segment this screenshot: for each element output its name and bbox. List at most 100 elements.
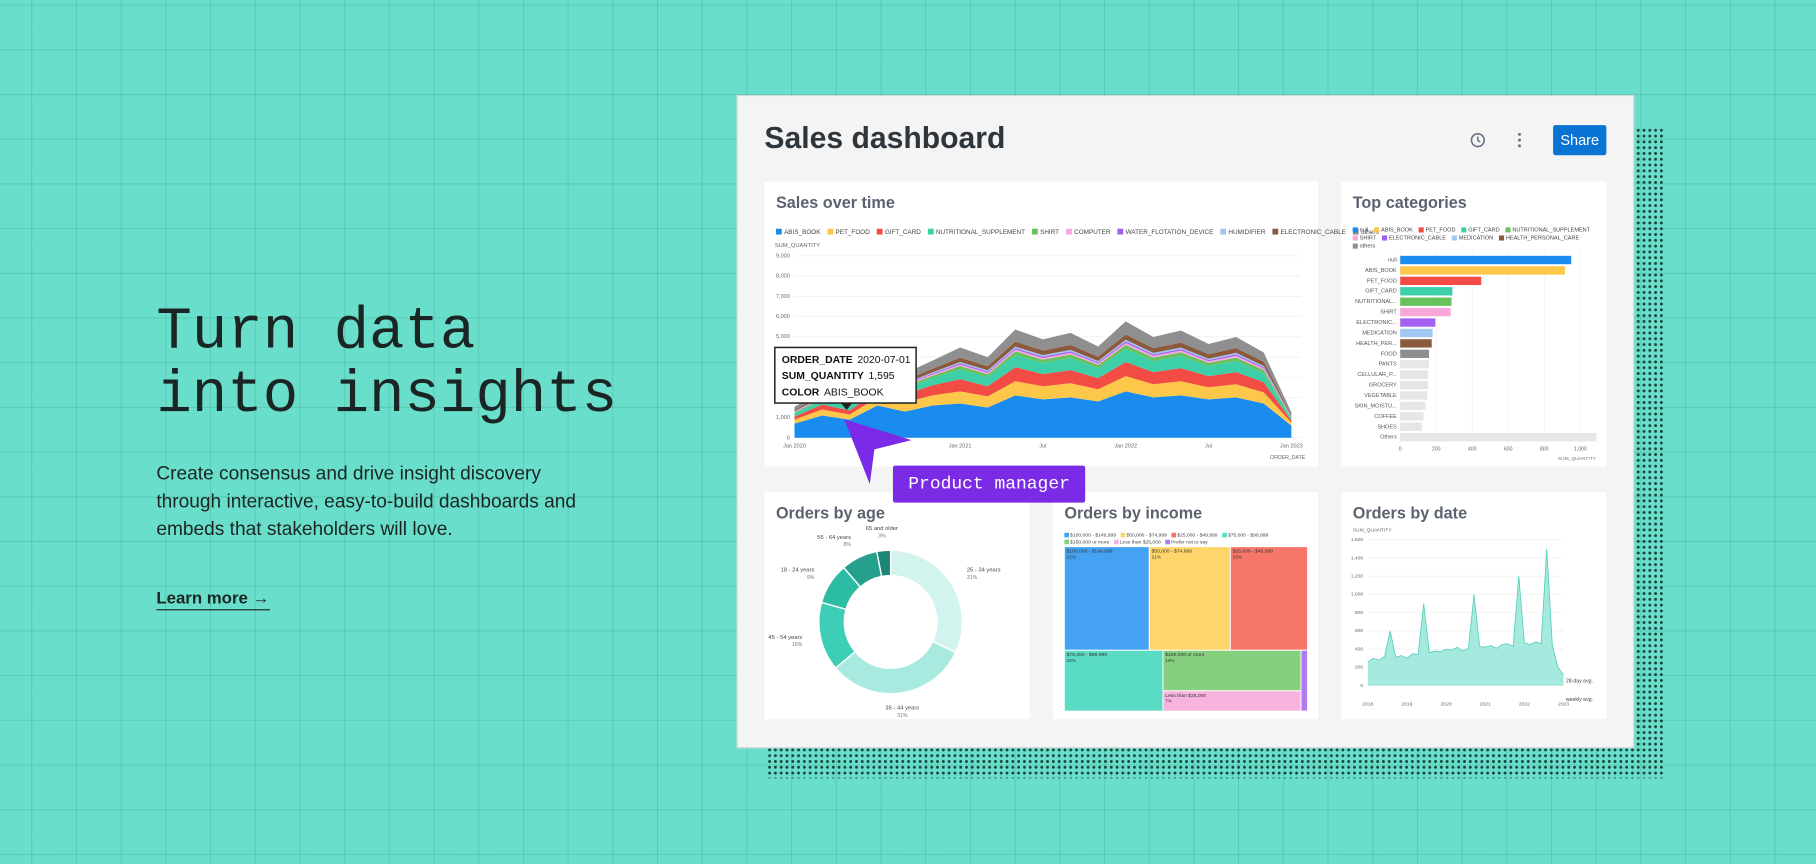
history-icon[interactable] xyxy=(1469,131,1488,150)
bar xyxy=(1400,318,1436,327)
bar xyxy=(1400,349,1430,358)
bar xyxy=(1400,307,1451,317)
category-label: MEDICATION xyxy=(1362,330,1396,336)
area-layer xyxy=(794,362,1292,423)
body-text: Create consensus and drive insight disco… xyxy=(156,460,666,543)
category-label: Others xyxy=(1380,435,1397,441)
legend-swatch xyxy=(876,228,883,235)
legend-label: $150,000 or more xyxy=(1070,539,1109,545)
category-label: ELECTRONIC... xyxy=(1356,320,1397,326)
slice-label: 45 - 54 years xyxy=(769,635,803,641)
legend-label: others xyxy=(1361,229,1379,236)
bar xyxy=(1400,360,1430,369)
category-label: GROCERY xyxy=(1369,383,1397,389)
legend-label: ELECTRONIC_CABLE xyxy=(1281,229,1346,236)
y-axis-label: SUM_QUANTITY xyxy=(1353,528,1393,534)
treemap-cell xyxy=(1063,546,1150,651)
x-tick-label: Jul xyxy=(1039,443,1046,449)
legend-label: SHIRT xyxy=(1040,229,1059,236)
area-layer xyxy=(794,348,1292,421)
cell-label: Less than $25,000 xyxy=(1165,693,1206,699)
legend-label: $75,000 - $99,999 xyxy=(1228,532,1269,538)
cell-value: 7% xyxy=(1165,698,1172,703)
cell-label: $75,000 - $99,999 xyxy=(1067,652,1108,658)
category-label: GIFT_CARD xyxy=(1365,289,1396,295)
y-tick-label: 200 xyxy=(1355,665,1364,671)
x-tick-label: Jan 2021 xyxy=(949,443,972,449)
slice-value: 15% xyxy=(792,642,803,648)
bar xyxy=(1400,276,1482,286)
treemap-cell xyxy=(1148,546,1231,651)
legend-label: GIFT_CARD xyxy=(1468,227,1499,233)
more-icon[interactable] xyxy=(1511,131,1527,150)
dashboard-title: Sales dashboard xyxy=(764,120,1006,156)
headline-line: into insights xyxy=(156,363,618,430)
learn-more-link[interactable]: Learn more → xyxy=(156,590,270,611)
tooltip-key: SUM_QUANTITY xyxy=(782,371,864,382)
slice-label: 65 and older xyxy=(866,526,898,532)
card-title: Sales over time xyxy=(776,194,895,212)
bar xyxy=(1400,297,1452,306)
cell-label: $150,000 or more xyxy=(1165,652,1204,658)
slice-value: 31% xyxy=(967,575,978,581)
x-axis-label: SUM_QUANTITY xyxy=(1558,456,1597,462)
tooltip-value: 1,595 xyxy=(869,371,895,382)
category-label: VEGETABLE xyxy=(1364,393,1397,399)
legend-swatch xyxy=(1498,235,1505,241)
legend-swatch xyxy=(1505,227,1511,233)
legend-label: HEALTH_PERSONAL_CARE xyxy=(1506,235,1580,241)
bar xyxy=(1400,433,1597,442)
tooltip-value: ABIS_BOOK xyxy=(824,387,884,398)
y-tick-label: 1,000 xyxy=(776,415,790,421)
area-line xyxy=(1367,548,1564,675)
x-tick-label: 200 xyxy=(1432,447,1441,453)
legend-swatch xyxy=(1352,243,1358,249)
share-button[interactable]: Share xyxy=(1553,125,1607,156)
bar xyxy=(1400,380,1429,390)
x-tick-label: 400 xyxy=(1468,447,1477,453)
legend-label: MEDICATION xyxy=(1459,235,1493,241)
category-label: PET_FOOD xyxy=(1367,278,1397,284)
tooltip-box xyxy=(774,346,917,404)
legend-label: SHIRT xyxy=(1360,235,1377,241)
legend-swatch xyxy=(827,228,834,235)
bar xyxy=(1400,266,1565,275)
category-label: SHOES xyxy=(1377,424,1397,430)
y-tick-label: 1,600 xyxy=(1351,537,1364,543)
legend-swatch xyxy=(927,228,934,235)
y-tick-label: 8,000 xyxy=(776,274,790,280)
legend-swatch xyxy=(1222,532,1227,538)
legend-swatch xyxy=(1165,539,1170,545)
category-label: SHIRT xyxy=(1380,310,1397,316)
x-tick-label: Jan 2023 xyxy=(1280,443,1303,449)
legend-label: ELECTRONIC_CABLE xyxy=(1389,235,1446,241)
slice-value: 8% xyxy=(844,542,852,548)
annotation: weekly avg. xyxy=(1566,697,1593,703)
x-tick-label: Jan 2020 xyxy=(783,443,806,449)
cell-label: $50,000 - $74,999 xyxy=(1152,549,1193,555)
cell-value: 21% xyxy=(1152,554,1161,559)
legend-swatch xyxy=(1382,235,1388,241)
area-layer xyxy=(794,321,1292,416)
category-label: FOOD xyxy=(1381,351,1397,357)
y-tick-label: 7,000 xyxy=(776,294,790,300)
x-tick-label: 2022 xyxy=(1519,701,1530,707)
body-line: Create consensus and drive insight disco… xyxy=(156,463,541,485)
category-label: SKIN_MOISTU... xyxy=(1355,403,1398,409)
x-tick-label: 2019 xyxy=(1401,701,1412,707)
x-tick-label: 2018 xyxy=(1362,701,1373,707)
card-title: Orders by income xyxy=(1064,505,1202,523)
category-label: COFFEE xyxy=(1374,414,1397,420)
y-tick-label: 1,000 xyxy=(1351,592,1364,598)
legend-label: COMPUTER xyxy=(1074,229,1111,236)
bar xyxy=(1400,287,1453,296)
legend-label: PET_FOOD xyxy=(1426,227,1456,233)
legend-swatch xyxy=(1171,532,1177,538)
category-label: ABIS_BOOK xyxy=(1365,268,1397,274)
legend-label: ABIS_BOOK xyxy=(784,229,821,236)
legend-swatch xyxy=(1120,532,1126,538)
y-tick-label: 800 xyxy=(1355,610,1364,616)
card-title: Top categories xyxy=(1353,194,1467,212)
